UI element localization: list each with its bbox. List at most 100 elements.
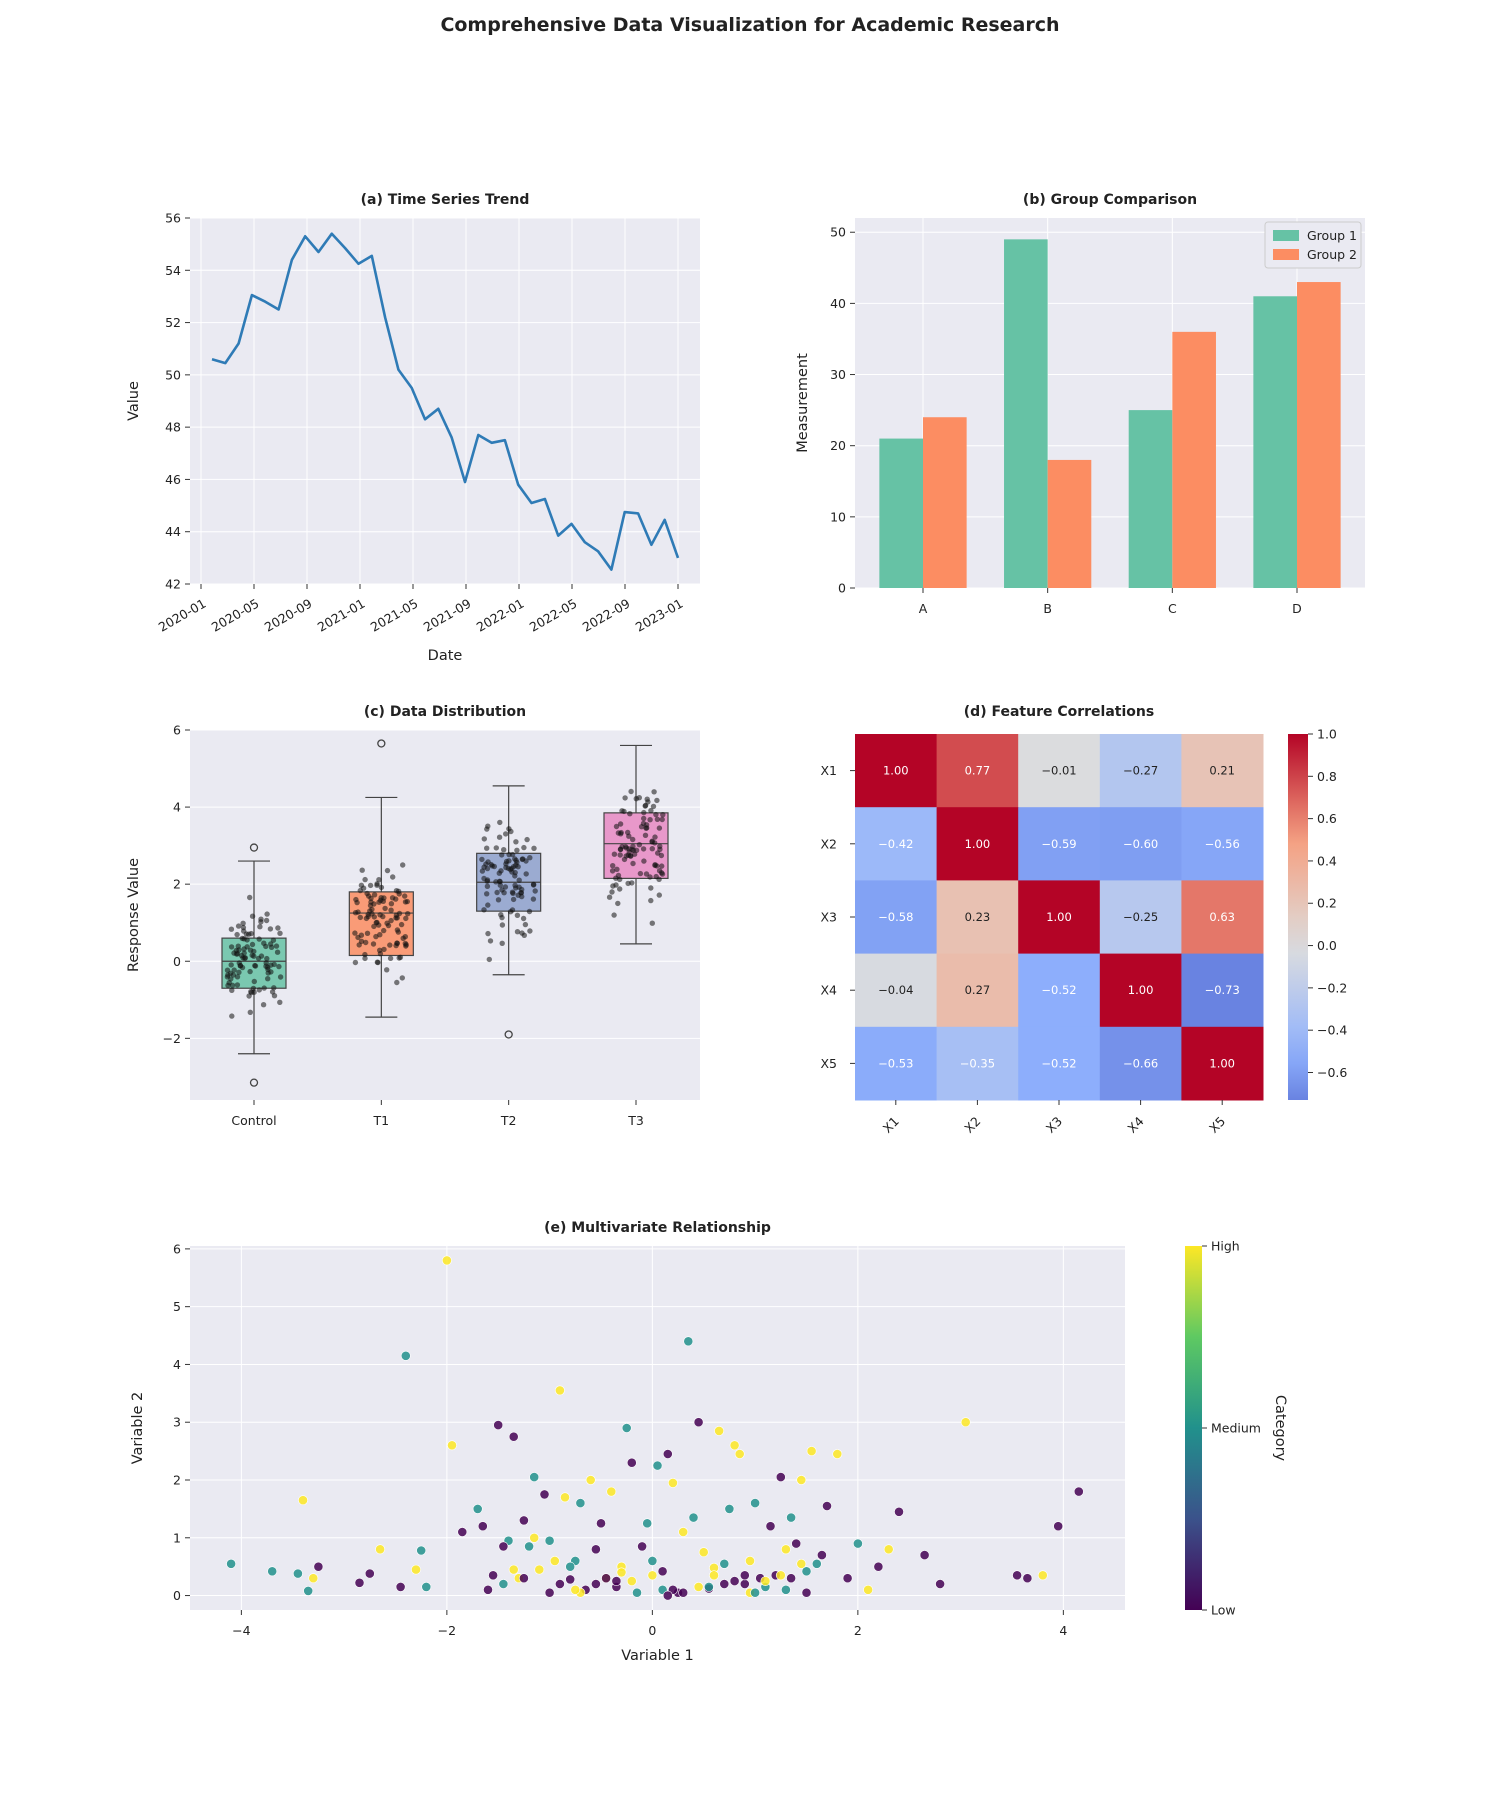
panel-c-outlier [377, 739, 386, 748]
panel-d-cell-value: −0.27 [1123, 764, 1158, 778]
panel-c-jitter-point [243, 931, 250, 937]
panel-e-point-low [626, 1457, 637, 1468]
panel-c-jitter-point [484, 878, 490, 884]
panel-d-cell-value: −0.58 [878, 910, 913, 924]
panel-b-legend-swatch [1273, 230, 1299, 241]
panel-e-point-low [842, 1573, 853, 1584]
panel-c-jitter-point [249, 941, 256, 948]
panel-c-jitter-point [513, 857, 519, 864]
panel-d-cell [855, 807, 938, 881]
panel-c-jitter-point [275, 925, 281, 931]
panel-a-y-tick-label: 54 [165, 263, 181, 278]
panel-c-jitter-point [641, 858, 647, 864]
panel-c-jitter-point [615, 872, 622, 879]
panel-c-x-tick-label: T1 [373, 1113, 390, 1128]
panel-e-point-medium [750, 1587, 760, 1598]
panel-c-jitter-point [265, 976, 271, 982]
panel-e-point-low [693, 1417, 704, 1428]
panel-c-jitter-point [493, 845, 499, 851]
panel-e-multivariate-relationship: (e) Multivariate Relationship 0 1 2 3 4 5 6 −4 −2… [130, 1220, 1288, 1664]
panel-e-colorbar-label: Category [1272, 1395, 1288, 1462]
panel-c-jitter-point [250, 985, 257, 992]
panel-c-jitter-point [526, 908, 533, 915]
panel-c-jitter-point [400, 935, 406, 941]
panel-e-point-low [637, 1541, 647, 1552]
panel-d-cell-value: −0.52 [1041, 983, 1076, 997]
panel-d-y-tick-label: X5 [820, 1056, 837, 1071]
panel-a-x-tick-label: 2020-01 [156, 596, 209, 635]
panel-d-cell [936, 734, 1019, 808]
panel-c-jitter-point [481, 907, 487, 913]
panel-e-point-high [585, 1475, 596, 1485]
panel-c-jitter-point [264, 955, 270, 962]
panel-d-title: (d) Feature Correlations [964, 704, 1154, 720]
panel-e-x-tick-label: 2 [854, 1623, 862, 1638]
panel-d-colorbar-tick-label: 0.0 [1317, 938, 1337, 953]
panel-d-cell [1099, 1026, 1182, 1101]
panel-c-jitter-point [384, 967, 390, 973]
panel-e-point-high [796, 1475, 807, 1485]
panel-c-jitter-point [352, 959, 359, 966]
panel-c-jitter-point [647, 817, 653, 823]
panel-c-jitter-point [644, 796, 650, 802]
panel-c-jitter-point [485, 930, 491, 937]
panel-e-point-low [596, 1518, 606, 1529]
panel-c-x-tick-label: Control [231, 1113, 276, 1128]
panel-e-point-low [822, 1501, 832, 1511]
panel-c-jitter-point [362, 951, 368, 958]
panel-c-jitter-point [261, 985, 267, 991]
panel-e-point-high [714, 1426, 724, 1436]
panel-c-jitter-point [403, 915, 409, 922]
panel-c-jitter-point [368, 895, 374, 901]
panel-e-point-low [765, 1521, 776, 1532]
panel-e-point-low [544, 1587, 555, 1598]
panel-a-x-tick-label: 2022-05 [527, 596, 580, 635]
panel-c-jitter-point [394, 915, 400, 921]
panel-c-jitter-point [617, 886, 623, 892]
panel-c-jitter-point [496, 834, 503, 840]
panel-e-point-low [493, 1420, 504, 1430]
panel-d-cell-value: 1.00 [883, 764, 909, 778]
panel-e-point-high [647, 1570, 658, 1581]
panel-c-jitter-point [636, 842, 643, 848]
panel-c-jitter-point [519, 856, 525, 863]
panel-c-jitter-point [527, 928, 533, 934]
panel-c-jitter-point [622, 844, 629, 850]
panel-c-jitter-point [251, 953, 257, 959]
panel-e-point-high [447, 1440, 457, 1451]
panel-b-x-tick-label: D [1292, 601, 1302, 616]
panel-c-jitter-point [369, 911, 375, 917]
panel-e-point-low [729, 1576, 740, 1586]
panel-e-point-medium [801, 1566, 812, 1577]
panel-e-point-high [734, 1449, 745, 1459]
panel-e-point-medium [652, 1460, 663, 1471]
panel-c-jitter-point [613, 823, 620, 830]
panel-d-cell-value: 0.27 [965, 983, 991, 997]
panel-c-jitter-point [649, 920, 655, 926]
panel-d-x-tick-label: X5 [1206, 1114, 1228, 1136]
panel-c-jitter-point [521, 844, 527, 851]
panel-c-jitter-point [630, 836, 636, 843]
panel-c-jitter-point [631, 851, 638, 857]
panel-c-jitter-point [393, 888, 400, 894]
panel-e-point-medium [498, 1579, 509, 1589]
panel-c-jitter-point [378, 895, 384, 901]
panel-c-jitter-point [628, 788, 634, 795]
panel-c-jitter-point [524, 836, 530, 843]
panel-e-point-medium [632, 1587, 642, 1598]
panel-c-jitter-point [376, 877, 382, 883]
panel-c-jitter-point [623, 853, 629, 859]
panel-b-legend-label: Group 1 [1307, 228, 1357, 243]
panel-d-feature-correlations: (d) Feature Correlations 1.00 0.77 −0.01 −0.… [820, 704, 1347, 1136]
panel-e-point-low [591, 1544, 601, 1555]
panel-c-jitter-point [619, 808, 625, 814]
panel-d-cell-value: −0.01 [1041, 764, 1076, 778]
panel-c-jitter-point [362, 955, 368, 962]
panel-e-point-low [935, 1579, 945, 1589]
panel-c-jitter-point [387, 942, 393, 948]
panel-e-point-high [863, 1584, 873, 1595]
panel-a-y-tick-label: 50 [165, 367, 181, 382]
panel-c-jitter-point [484, 845, 490, 851]
panel-e-point-high [745, 1556, 755, 1566]
panel-e-point-low [662, 1590, 673, 1601]
